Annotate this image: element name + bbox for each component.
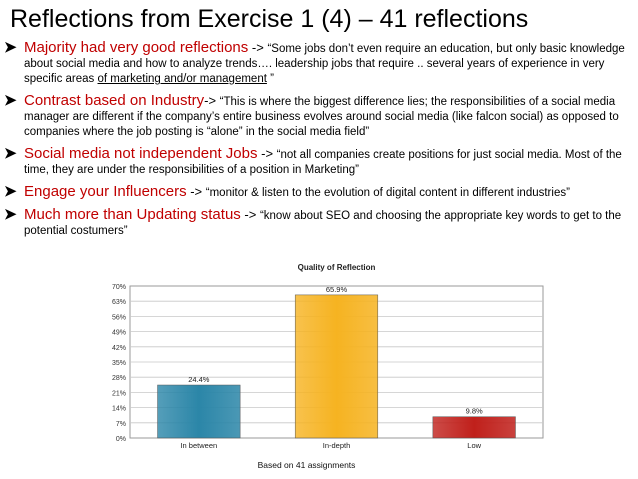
bullet-quote: “know about SEO and choosing the appropr… <box>24 210 622 237</box>
bullet-quote: “This is where the biggest difference li… <box>24 96 619 138</box>
slide-title: Reflections from Exercise 1 (4) – 41 ref… <box>10 5 529 33</box>
y-tick-label: 56% <box>112 314 126 321</box>
bullet-item: ➤ Social media not independent Jobs -> “… <box>4 144 632 178</box>
bar-value-label: 24.4% <box>188 375 210 384</box>
bullet-quote: “monitor & listen to the evolution of di… <box>205 187 570 199</box>
bullet-heading: Social media not independent Jobs <box>24 145 258 162</box>
bullet-text: Majority had very good reflections -> “S… <box>24 38 632 87</box>
bar-value-label: 65.9% <box>326 285 348 294</box>
y-tick-label: 14% <box>112 406 126 413</box>
bullet-quote: “not all companies create positions for … <box>24 149 622 176</box>
bar <box>294 294 379 439</box>
quality-chart: Quality of Reflection 0% 7% 14% 21% 28% 35% 42%… <box>88 256 568 476</box>
bullet-separator: -> <box>204 93 220 108</box>
y-tick-label: 49% <box>112 330 126 337</box>
arrow-bullet-icon: ➤ <box>4 183 17 200</box>
x-axis-label: Based on 41 assignments <box>258 460 356 470</box>
bullet-separator: -> <box>257 146 277 161</box>
bullet-text: Much more than Updating status -> “know … <box>24 205 632 239</box>
bullet-quote-end: ” <box>266 73 274 85</box>
y-tick-label: 0% <box>116 436 126 443</box>
bullet-heading: Contrast based on Industry <box>24 92 205 109</box>
bullet-text: Contrast based on Industry-> “This is wh… <box>24 91 632 140</box>
bullet-heading: Engage your Influencers <box>24 183 187 200</box>
bullet-text: Engage your Influencers -> “monitor & li… <box>24 182 632 201</box>
bullet-quote: “Some jobs don’t even require an educati… <box>24 43 625 85</box>
bullet-item: ➤ Majority had very good reflections -> … <box>4 38 632 87</box>
bar <box>432 416 516 439</box>
arrow-bullet-icon: ➤ <box>4 206 17 223</box>
bar <box>157 384 241 439</box>
arrow-bullet-icon: ➤ <box>4 145 17 162</box>
bullet-item: ➤ Much more than Updating status -> “kno… <box>4 205 632 239</box>
y-tick-label: 70% <box>112 284 126 291</box>
bullet-separator: -> <box>248 40 268 55</box>
y-tick-label: 28% <box>112 375 126 382</box>
y-tick-label: 63% <box>112 299 126 306</box>
bullet-item: ➤ Contrast based on Industry-> “This is … <box>4 91 632 140</box>
chart-title: Quality of Reflection <box>298 263 376 272</box>
bullet-heading: Majority had very good reflections <box>24 39 249 56</box>
x-category-label: Low <box>467 441 481 450</box>
bullet-text: Social media not independent Jobs -> “no… <box>24 144 632 178</box>
bullet-list: ➤ Majority had very good reflections -> … <box>4 38 632 243</box>
y-tick-label: 7% <box>116 421 126 428</box>
bullet-separator: -> <box>186 184 206 199</box>
bullet-underlined-text: of marketing and/or management <box>97 73 267 85</box>
arrow-bullet-icon: ➤ <box>4 92 17 109</box>
bullet-item: ➤ Engage your Influencers -> “monitor & … <box>4 182 632 201</box>
bar-value-label: 9.8% <box>466 407 483 416</box>
arrow-bullet-icon: ➤ <box>4 39 17 56</box>
x-category-label: In between <box>180 441 217 450</box>
x-category-label: In-depth <box>323 441 351 450</box>
bullet-separator: -> <box>240 207 260 222</box>
y-tick-label: 42% <box>112 345 126 352</box>
bullet-heading: Much more than Updating status <box>24 206 241 223</box>
y-tick-label: 35% <box>112 360 126 367</box>
y-tick-label: 21% <box>112 390 126 397</box>
chart-svg: Quality of Reflection 0% 7% 14% 21% 28% 35% 42%… <box>112 263 544 470</box>
